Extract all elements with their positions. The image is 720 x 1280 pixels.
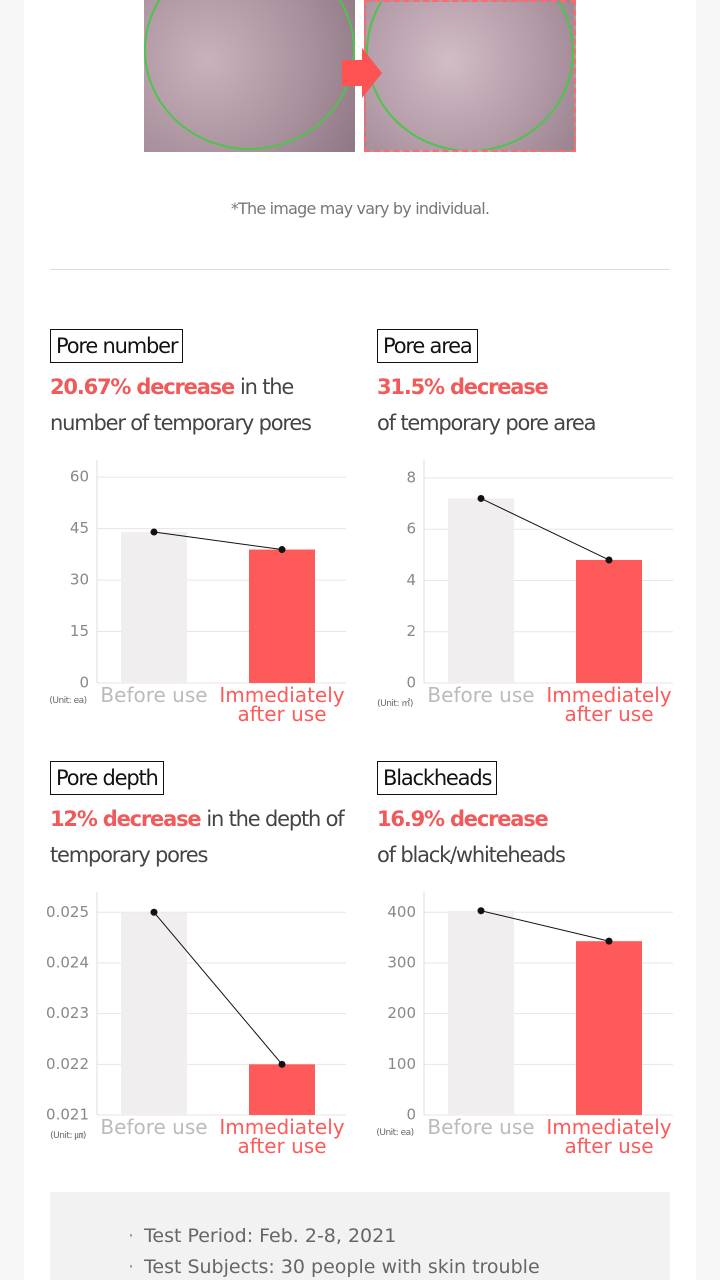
y-tick-label: 6: [406, 520, 416, 538]
bar: [576, 559, 642, 683]
highlight-ellipse: [366, 2, 574, 150]
bullet: ·: [128, 1256, 135, 1278]
connect-line: [153, 531, 283, 551]
y-tick-label: 15: [70, 622, 89, 640]
description-text: of black/whiteheads: [377, 843, 566, 867]
chart-title: Pore depth: [50, 761, 164, 795]
highlight-text: 12% decrease: [50, 807, 202, 831]
highlight-text: 20.67% decrease: [50, 375, 235, 399]
unit-label: (Unit: ㎡): [377, 699, 413, 709]
point: [150, 528, 158, 536]
divider: [50, 269, 670, 270]
y-tick-label: 200: [387, 1004, 416, 1022]
x-tick-label: Immediately after use: [546, 1115, 672, 1158]
unit-label: (Unit: ea): [376, 1128, 414, 1138]
point: [477, 494, 485, 502]
chart: 0 15 30 45 60: [70, 460, 346, 692]
chart-title: Pore area: [377, 329, 478, 363]
chart-heading: Blackheads 16.9% decrease of black/whitehe…: [377, 761, 677, 873]
bar: [121, 912, 187, 1115]
description-text: of temporary pore area: [377, 411, 597, 435]
point: [150, 908, 158, 916]
arrow: [342, 48, 382, 98]
y-tick-label: 8: [406, 468, 416, 486]
x-tick-label: Immediately after use: [546, 683, 672, 726]
chart-heading: Pore depth 12% decrease in the depth of te…: [50, 761, 350, 873]
chart-description: 20.67% decrease in the number of temporar…: [50, 369, 350, 441]
point: [605, 937, 613, 945]
chart-title: Pore number: [50, 329, 184, 363]
chart-description: 16.9% decrease of black/whiteheads: [377, 801, 677, 873]
test-info-box: · Test Period: Feb. 2-8, 2021 · Test Sub…: [50, 1192, 670, 1280]
y-tick-label: 4: [406, 571, 416, 589]
bar: [448, 910, 514, 1115]
highlight-ellipse: [144, 0, 355, 150]
y-tick-label: 60: [70, 468, 89, 486]
point: [605, 556, 613, 564]
x-tick-label: Before use: [427, 683, 535, 707]
point: [477, 907, 485, 915]
unit-label: (Unit: ㎛): [50, 1131, 86, 1141]
y-tick-label: 400: [387, 903, 416, 921]
chart-heading: Pore number 20.67% decrease in the number …: [50, 329, 350, 441]
y-tick-label: 0.022: [46, 1055, 89, 1073]
bar: [249, 1064, 315, 1115]
x-tick-label: Immediately after use: [219, 1115, 345, 1158]
test-period: Test Period: Feb. 2-8, 2021: [144, 1225, 397, 1247]
point: [278, 546, 286, 554]
y-tick-label: 45: [70, 519, 89, 537]
y-tick-label: 0.021: [46, 1106, 89, 1124]
y-tick-label: 0.025: [46, 903, 89, 921]
description-text: in the depth of temporary pores: [50, 807, 345, 867]
chart: 0.021 0.022 0.023 0.024 0.025: [46, 892, 346, 1124]
image-note: *The image may vary by individual.: [230, 199, 490, 218]
bar: [576, 941, 642, 1115]
chart: 0 2 4 6 8: [406, 460, 673, 692]
y-tick-label: 0.024: [46, 953, 89, 971]
chart-description: 12% decrease in the depth of temporary po…: [50, 801, 350, 873]
bullet: ·: [128, 1225, 135, 1247]
y-tick-label: 0: [406, 1106, 416, 1124]
x-tick-label: Before use: [100, 683, 208, 707]
y-tick-label: 0: [79, 674, 89, 692]
y-tick-label: 2: [406, 622, 416, 640]
y-tick-label: 0: [406, 674, 416, 692]
highlight-text: 31.5% decrease: [377, 375, 549, 399]
x-tick-label: Immediately after use: [219, 683, 345, 726]
bar: [249, 549, 315, 683]
bar: [448, 498, 514, 683]
test-subjects: Test Subjects: 30 people with skin troub…: [144, 1256, 540, 1278]
y-tick-label: 30: [70, 571, 89, 589]
chart-description: 31.5% decrease of temporary pore area: [377, 369, 677, 441]
y-tick-label: 100: [387, 1055, 416, 1073]
bar: [121, 532, 187, 683]
x-tick-label: Before use: [100, 1115, 208, 1139]
y-tick-label: 0.023: [46, 1004, 89, 1022]
highlight-text: 16.9% decrease: [377, 807, 549, 831]
connect-line: [480, 497, 610, 561]
chart-title: Blackheads: [377, 761, 498, 795]
y-tick-label: 300: [387, 953, 416, 971]
description-text: in the number of temporary pores: [50, 375, 312, 435]
connect-line: [480, 910, 610, 942]
unit-label: (Unit: ea): [49, 696, 87, 706]
connect-line: [153, 911, 283, 1065]
chart-heading: Pore area 31.5% decrease of temporary pore…: [377, 329, 677, 441]
x-tick-label: Before use: [427, 1115, 535, 1139]
before-photo: [144, 0, 355, 152]
after-photo: [364, 0, 576, 152]
chart: 0 100 200 300 400: [387, 892, 673, 1124]
point: [278, 1060, 286, 1068]
